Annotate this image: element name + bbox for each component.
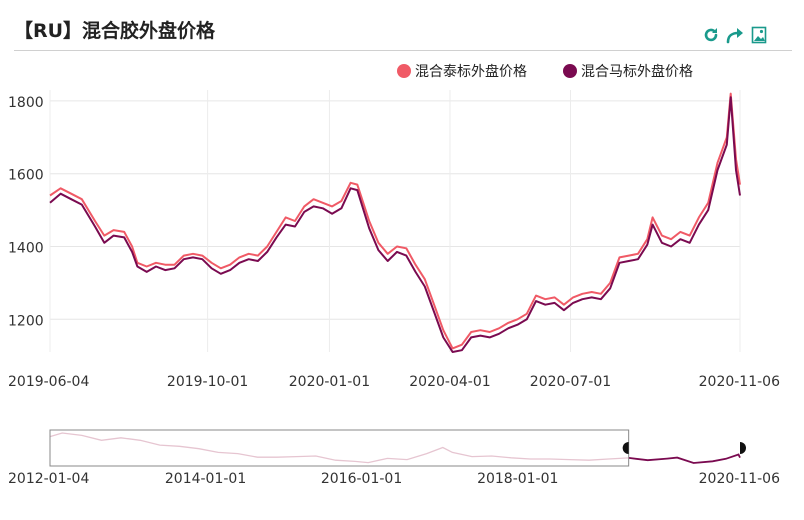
y-tick-label: 1200 bbox=[8, 313, 44, 329]
navigator-selected-line bbox=[628, 453, 741, 464]
grid-lines bbox=[49, 90, 741, 352]
x-axis: 2019-06-04 2019-10-01 2020-01-01 2020-04-01… bbox=[8, 374, 780, 390]
range-navigator: 2012-01-04 2014-01-01 2016-01-01 2018-01-01… bbox=[8, 429, 780, 487]
navigator-tick-label: 2020-11-06 bbox=[699, 471, 780, 487]
navigator-tick-label: 2016-01-01 bbox=[321, 471, 402, 487]
navigator-right-handle[interactable] bbox=[740, 442, 746, 454]
navigator-mask[interactable] bbox=[49, 429, 630, 467]
page-title: 【RU】混合胶外盘价格 bbox=[14, 20, 216, 42]
legend-marker bbox=[397, 64, 411, 78]
y-tick-label: 1800 bbox=[8, 95, 44, 111]
x-tick-label: 2019-10-01 bbox=[167, 374, 248, 390]
x-tick-label: 2020-01-01 bbox=[289, 374, 370, 390]
navigator-tick-label: 2014-01-01 bbox=[165, 471, 246, 487]
x-tick-label: 2019-06-04 bbox=[8, 374, 89, 390]
series-line-1 bbox=[49, 92, 741, 350]
title-divider bbox=[14, 50, 792, 51]
x-tick-label: 2020-07-01 bbox=[530, 374, 611, 390]
toolbar bbox=[702, 26, 768, 44]
series-line-2 bbox=[49, 96, 741, 353]
share-icon[interactable] bbox=[726, 26, 744, 44]
x-tick-label: 2020-04-01 bbox=[409, 374, 490, 390]
legend-item-1[interactable]: 混合泰标外盘价格 bbox=[397, 63, 527, 80]
x-tick-label: 2020-11-06 bbox=[699, 374, 780, 390]
navigator-tick-label: 2018-01-01 bbox=[477, 471, 558, 487]
y-axis: 1200 1400 1600 1800 bbox=[8, 95, 44, 329]
navigator-tick-label: 2012-01-04 bbox=[8, 471, 89, 487]
y-tick-label: 1400 bbox=[8, 240, 44, 256]
refresh-icon[interactable] bbox=[702, 26, 720, 44]
save-image-icon[interactable] bbox=[750, 26, 768, 44]
series-lines bbox=[49, 92, 741, 353]
legend-marker bbox=[563, 64, 577, 78]
legend-label: 混合马标外盘价格 bbox=[581, 63, 693, 80]
y-tick-label: 1600 bbox=[8, 168, 44, 184]
legend-label: 混合泰标外盘价格 bbox=[415, 63, 527, 80]
navigator-left-handle[interactable] bbox=[622, 442, 629, 454]
legend: 混合泰标外盘价格 混合马标外盘价格 bbox=[397, 63, 693, 80]
legend-item-2[interactable]: 混合马标外盘价格 bbox=[563, 63, 693, 80]
